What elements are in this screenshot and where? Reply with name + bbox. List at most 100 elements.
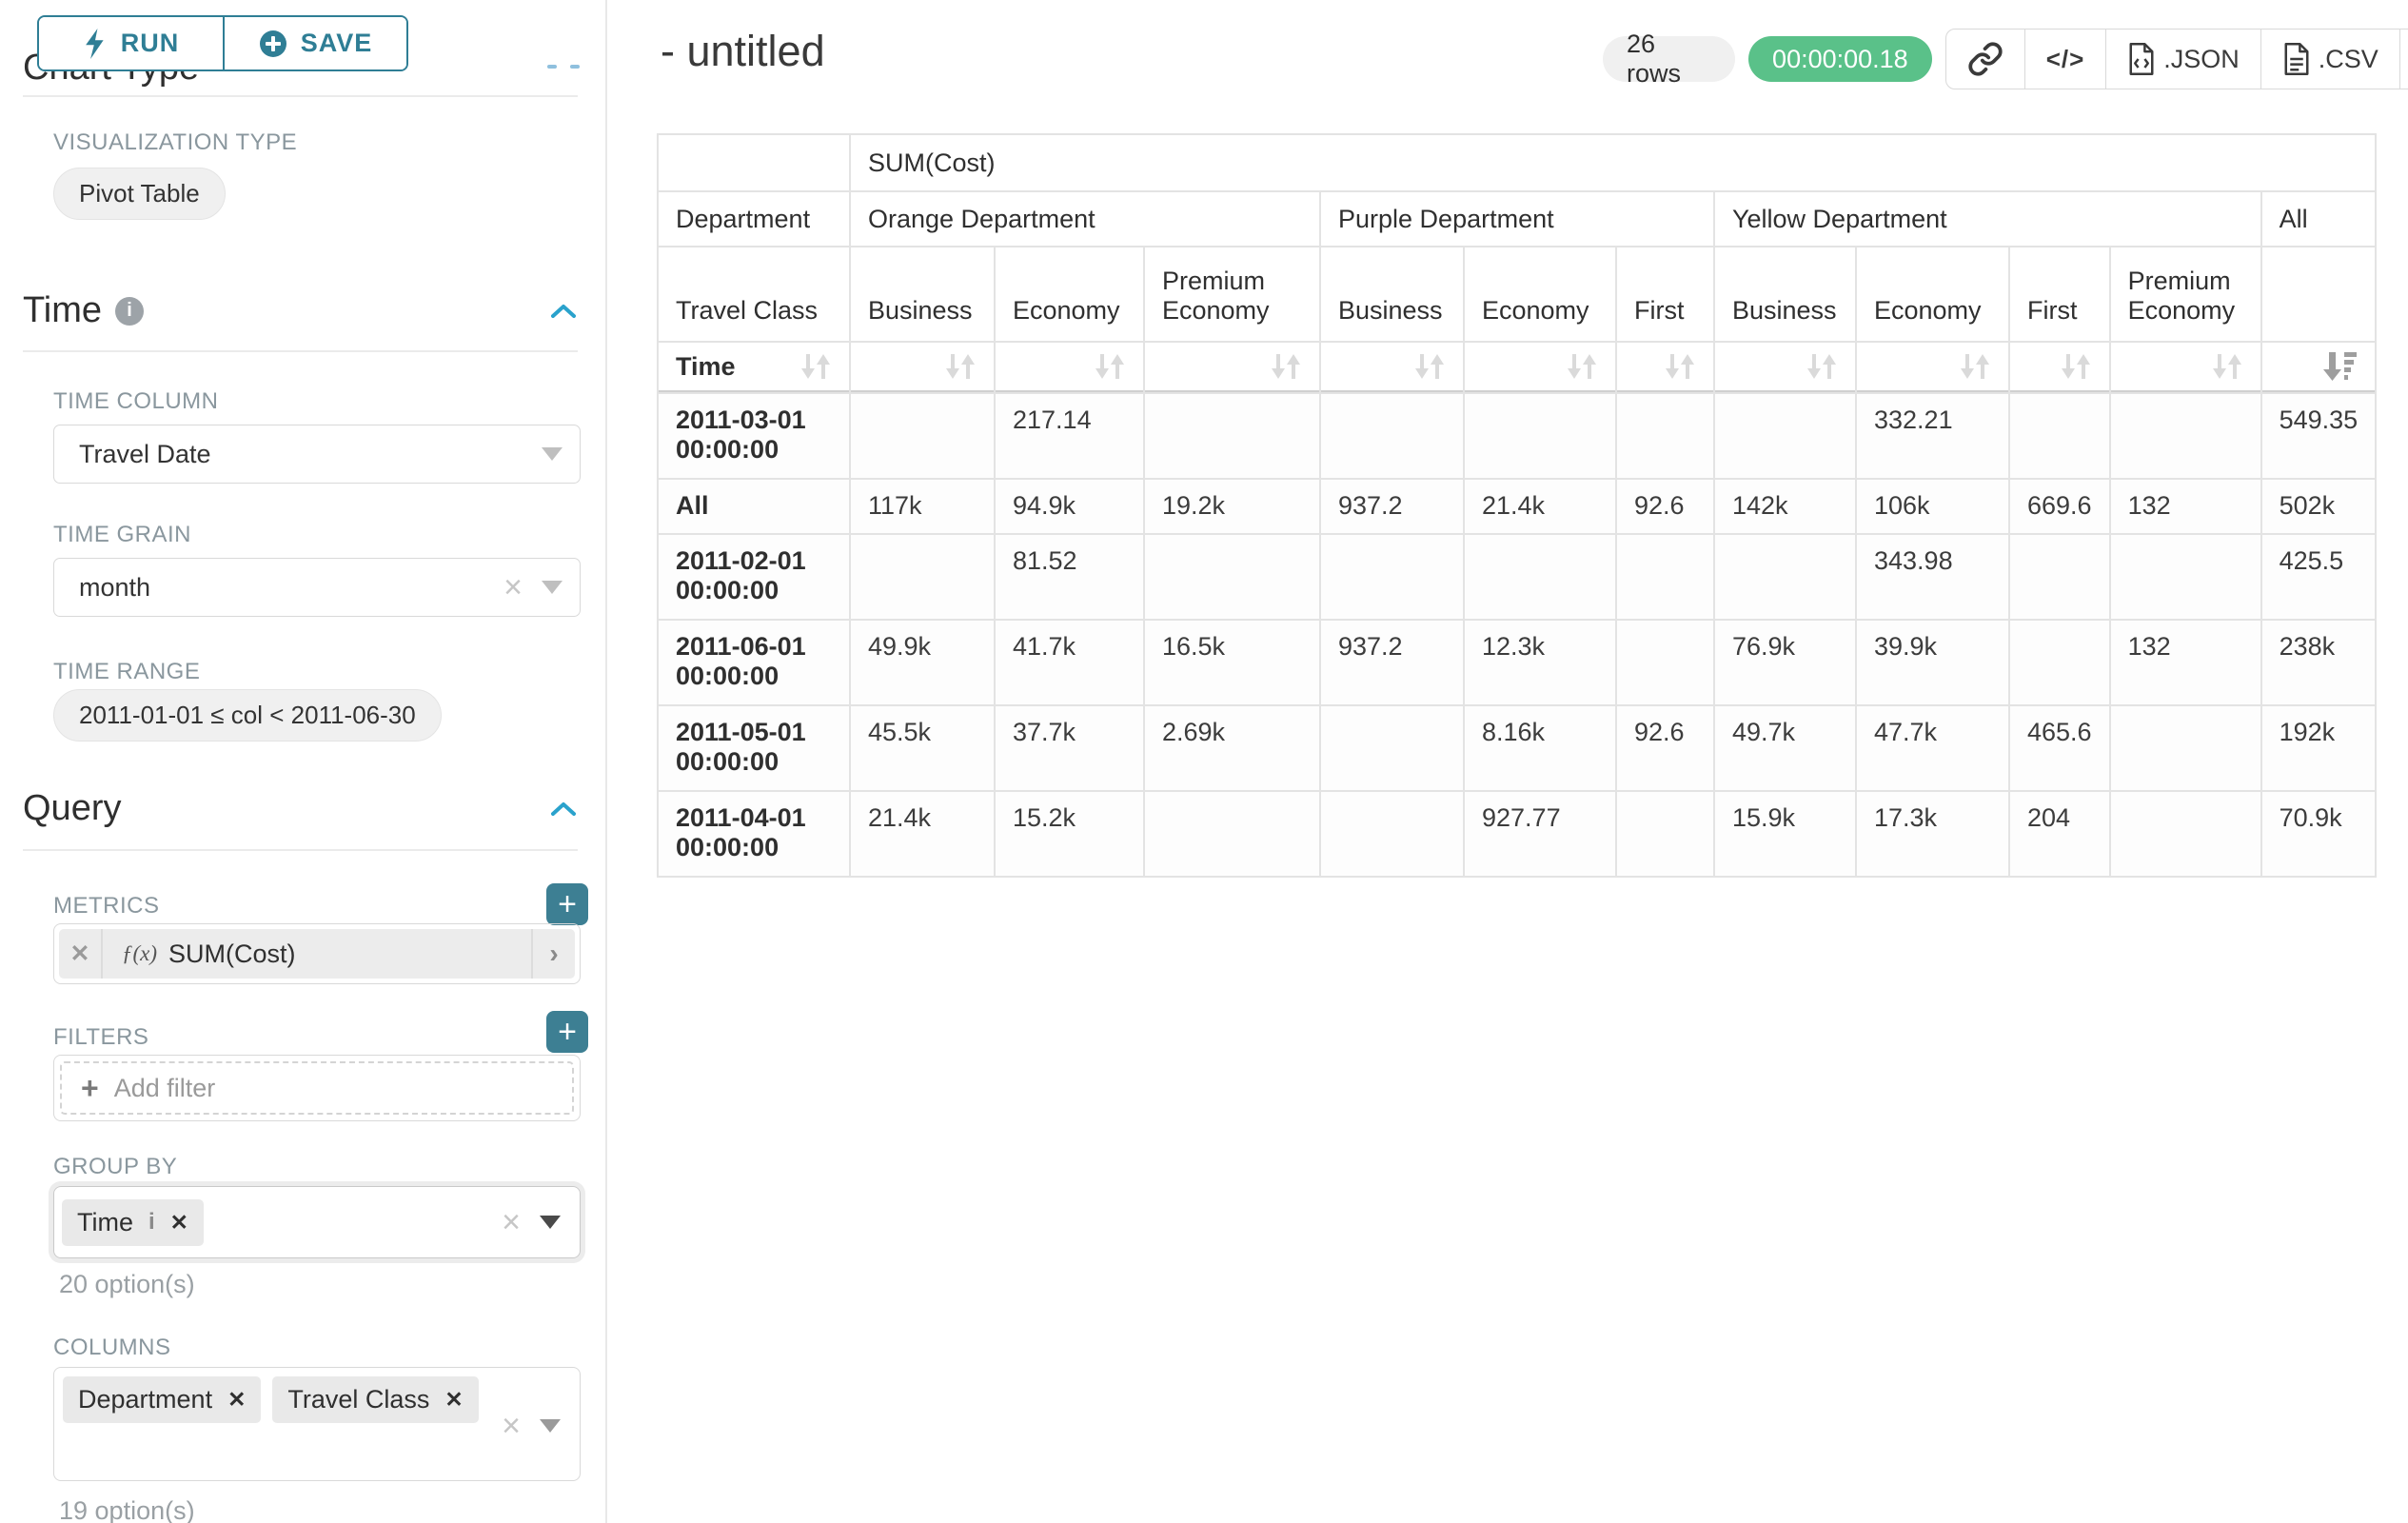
- sort-icon[interactable]: [2060, 351, 2092, 382]
- embed-code-button[interactable]: </>: [2023, 30, 2106, 89]
- info-icon[interactable]: i: [115, 296, 145, 326]
- time-grain-select[interactable]: month ×: [53, 558, 581, 617]
- sort-icon[interactable]: [1094, 351, 1126, 382]
- tag-label: Time: [77, 1207, 133, 1236]
- code-icon: </>: [2045, 44, 2085, 73]
- pivot-cell: 132: [2110, 480, 2260, 533]
- pivot-col-header: Business: [1715, 247, 1855, 341]
- pivot-cell: [1715, 394, 1855, 478]
- pivot-cell: 41.7k: [996, 621, 1143, 704]
- sort-icon[interactable]: [1959, 351, 1991, 382]
- pivot-col-header: Premium Economy: [2110, 247, 2260, 341]
- sort-icon[interactable]: [799, 351, 832, 382]
- remove-tag-icon[interactable]: ✕: [444, 1387, 464, 1412]
- chevron-down-icon: [542, 447, 563, 461]
- add-metric-button[interactable]: +: [546, 883, 588, 925]
- more-options-button[interactable]: [2398, 30, 2408, 89]
- pivot-cell: 21.4k: [1465, 480, 1615, 533]
- pivot-cell: 937.2: [1321, 621, 1463, 704]
- remove-metric-icon[interactable]: ✕: [59, 929, 103, 979]
- sort-icon[interactable]: [944, 351, 977, 382]
- viz-type-pill[interactable]: Pivot Table: [53, 168, 226, 220]
- pivot-sort-header: [851, 343, 994, 392]
- save-button[interactable]: SAVE: [223, 17, 406, 69]
- sort-desc-icon[interactable]: [2319, 350, 2358, 383]
- time-range-pill[interactable]: 2011-01-01 ≤ col < 2011-06-30: [53, 689, 442, 742]
- add-filter-dropzone[interactable]: + Add filter: [60, 1061, 574, 1115]
- share-link-button[interactable]: [1946, 30, 2024, 89]
- export-json-button[interactable]: .JSON: [2105, 30, 2260, 89]
- pivot-sort-header: [2010, 343, 2109, 392]
- pivot-col-header: Business: [851, 247, 994, 341]
- function-icon: ƒ(x): [122, 941, 158, 965]
- clear-icon[interactable]: ×: [502, 1204, 521, 1240]
- columns-hint: 19 option(s): [59, 1496, 195, 1523]
- sort-icon[interactable]: [1806, 351, 1838, 382]
- pivot-cell: [1145, 535, 1319, 619]
- add-filter-plus-button[interactable]: +: [546, 1011, 588, 1053]
- pivot-cell: 343.98: [1857, 535, 2008, 619]
- info-icon[interactable]: i: [148, 1209, 155, 1235]
- metric-pill[interactable]: ✕ ƒ(x) SUM(Cost) ›: [59, 929, 575, 979]
- group-by-select[interactable]: Time i ✕ ×: [53, 1186, 581, 1258]
- pivot-row-label: 2011-05-01 00:00:00: [659, 706, 849, 790]
- pivot-cell: [2110, 394, 2260, 478]
- pivot-cell: [2010, 394, 2109, 478]
- pivot-cell: [2110, 535, 2260, 619]
- chevron-right-icon[interactable]: ›: [531, 929, 575, 979]
- query-section-title: Query: [23, 788, 122, 828]
- divider: [23, 350, 578, 352]
- pivot-sort-header: [996, 343, 1143, 392]
- pivot-row-label: 2011-02-01 00:00:00: [659, 535, 849, 619]
- pivot-table: SUM(Cost) Department Orange Department Purp…: [657, 133, 2378, 878]
- chart-toolbar: 26 rows 00:00:00.18 </> .JSON .CSV: [1603, 29, 2408, 89]
- metrics-control: ✕ ƒ(x) SUM(Cost) ›: [53, 923, 581, 984]
- chevron-down-icon[interactable]: [540, 1216, 561, 1229]
- chevron-down-icon[interactable]: [540, 1419, 561, 1433]
- pivot-cell: 937.2: [1321, 480, 1463, 533]
- group-by-tag[interactable]: Time i ✕: [62, 1198, 204, 1246]
- pivot-col-header: [2261, 247, 2376, 341]
- sort-icon[interactable]: [1566, 351, 1598, 382]
- group-by-hint: 20 option(s): [59, 1270, 195, 1298]
- pivot-cell: [1321, 706, 1463, 790]
- pivot-cell: 217.14: [996, 394, 1143, 478]
- clear-icon[interactable]: ×: [502, 1408, 521, 1444]
- time-column-select[interactable]: Travel Date: [53, 425, 581, 484]
- columns-select[interactable]: Department ✕ Travel Class ✕ ×: [53, 1367, 581, 1481]
- pivot-col-header: First: [1617, 247, 1713, 341]
- metric-name: SUM(Cost): [168, 939, 296, 968]
- file-code-icon: [2129, 43, 2154, 75]
- sort-icon[interactable]: [1413, 351, 1446, 382]
- chart-title[interactable]: - untitled: [661, 27, 825, 75]
- pivot-cell: 502k: [2261, 480, 2376, 533]
- run-button[interactable]: RUN: [39, 17, 223, 69]
- pivot-cell: [1617, 394, 1713, 478]
- query-section-header[interactable]: Query: [23, 788, 578, 829]
- clear-icon[interactable]: ×: [503, 569, 523, 605]
- columns-tag[interactable]: Department ✕: [63, 1376, 262, 1423]
- panel-drag-handle[interactable]: [547, 65, 580, 69]
- pivot-cell: 17.3k: [1857, 792, 2008, 876]
- sort-icon[interactable]: [1270, 351, 1302, 382]
- pivot-cell: 142k: [1715, 480, 1855, 533]
- remove-tag-icon[interactable]: ✕: [169, 1209, 188, 1235]
- pivot-cell: 549.35: [2261, 394, 2376, 478]
- sort-icon[interactable]: [1664, 351, 1696, 382]
- chevron-up-icon[interactable]: [549, 302, 578, 321]
- pivot-cell: 76.9k: [1715, 621, 1855, 704]
- remove-tag-icon[interactable]: ✕: [227, 1387, 247, 1412]
- control-panel: Chart Type RUN SAVE VISUALIZATION TYPE P…: [0, 0, 607, 1523]
- pivot-col-header: Economy: [996, 247, 1143, 341]
- pivot-sort-header: [1465, 343, 1615, 392]
- pivot-col-header: Economy: [1857, 247, 2008, 341]
- columns-tag[interactable]: Travel Class ✕: [272, 1376, 479, 1423]
- export-csv-button[interactable]: .CSV: [2260, 30, 2399, 89]
- pivot-cell: [2010, 535, 2109, 619]
- pivot-cell: 15.2k: [996, 792, 1143, 876]
- time-section-header[interactable]: Time i: [23, 290, 578, 331]
- pivot-cell: 92.6: [1617, 706, 1713, 790]
- sort-icon[interactable]: [2211, 351, 2243, 382]
- pivot-corner-cell: [659, 135, 849, 190]
- chevron-up-icon[interactable]: [549, 800, 578, 819]
